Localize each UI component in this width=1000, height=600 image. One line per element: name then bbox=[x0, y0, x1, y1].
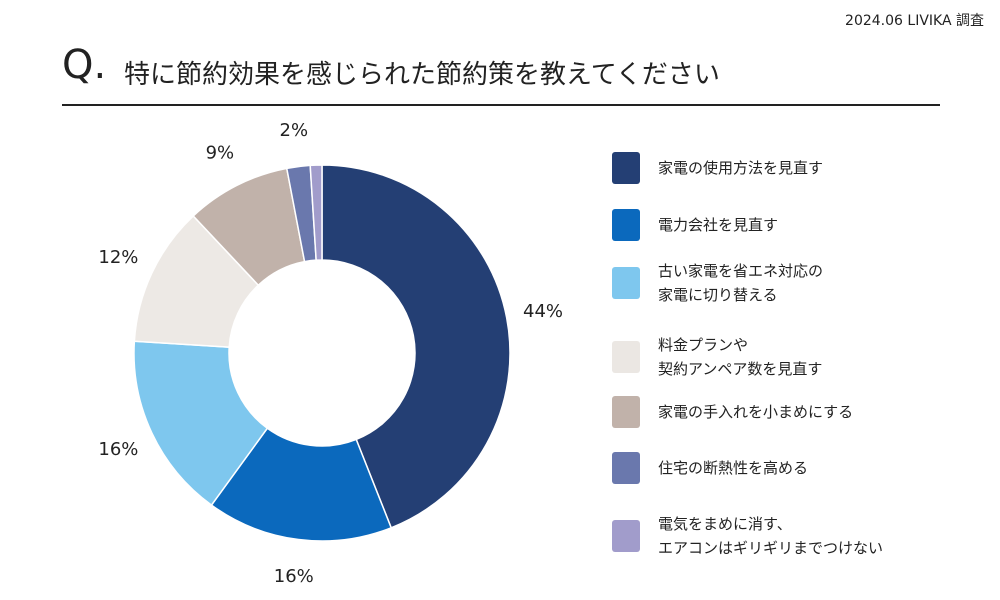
donut-slice-2 bbox=[210, 427, 393, 542]
legend-item: 家電の使用方法を見直す bbox=[612, 152, 823, 184]
donut-slice-7 bbox=[309, 164, 323, 261]
legend-item: 電気をまめに消す、 エアコンはギリギリまでつけない bbox=[612, 512, 883, 560]
slice-value-label-4: 12% bbox=[98, 247, 138, 268]
legend-item: 電力会社を見直す bbox=[612, 209, 778, 241]
donut-slice-1 bbox=[321, 164, 511, 529]
legend-label: 家電の手入れを小まめにする bbox=[658, 403, 854, 421]
legend-label: 電力会社を見直す bbox=[658, 216, 779, 234]
legend-swatch bbox=[612, 396, 640, 428]
legend-label: 家電の使用方法を見直す bbox=[658, 159, 824, 177]
slice-value-label-6: 2% bbox=[280, 120, 309, 141]
chart-title: 特に節約効果を感じられた節約策を教えてください bbox=[124, 60, 720, 90]
question-mark: Q. bbox=[62, 42, 107, 88]
source-note: 2024.06 LIVIKA 調査 bbox=[845, 13, 984, 29]
slice-value-label-1: 44% bbox=[523, 301, 563, 322]
legend-label: 古い家電を省エネ対応の 家電に切り替える bbox=[658, 262, 824, 304]
legend-swatch bbox=[612, 209, 640, 241]
legend-swatch bbox=[612, 341, 640, 373]
legend-label: 電気をまめに消す、 エアコンはギリギリまでつけない bbox=[658, 515, 884, 557]
slice-value-label-5: 9% bbox=[206, 143, 235, 164]
question-header: Q. 特に節約効果を感じられた節約策を教えてください bbox=[62, 40, 940, 106]
slice-value-label-3: 16% bbox=[98, 439, 138, 460]
slice-value-label-2: 16% bbox=[274, 566, 314, 587]
legend-swatch bbox=[612, 267, 640, 299]
legend-item: 古い家電を省エネ対応の 家電に切り替える bbox=[612, 259, 823, 307]
legend-swatch bbox=[612, 520, 640, 552]
legend-item: 家電の手入れを小まめにする bbox=[612, 396, 853, 428]
legend-swatch bbox=[612, 152, 640, 184]
legend-label: 料金プランや 契約アンペア数を見直す bbox=[658, 336, 823, 378]
legend-swatch bbox=[612, 452, 640, 484]
donut-slice-3 bbox=[133, 340, 269, 507]
legend-item: 料金プランや 契約アンペア数を見直す bbox=[612, 333, 822, 381]
legend-label: 住宅の断熱性を高める bbox=[658, 459, 809, 477]
legend-item: 住宅の断熱性を高める bbox=[612, 452, 808, 484]
